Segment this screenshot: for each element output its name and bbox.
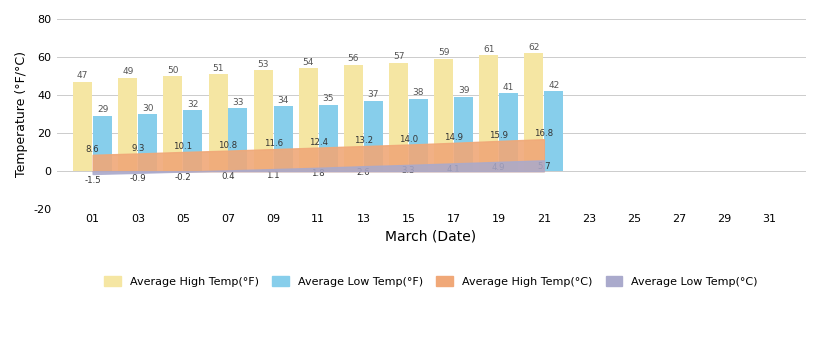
Text: 50: 50 — [167, 66, 178, 75]
Text: 57: 57 — [393, 52, 404, 61]
Bar — [274, 106, 292, 171]
Text: 49: 49 — [122, 67, 134, 76]
Text: 16.8: 16.8 — [535, 129, 554, 138]
Bar — [164, 76, 183, 171]
Text: 4.1: 4.1 — [447, 165, 461, 174]
Bar — [480, 55, 498, 171]
Bar — [434, 59, 453, 171]
Text: 30: 30 — [142, 104, 154, 113]
Text: 62: 62 — [528, 43, 540, 52]
Bar — [364, 101, 383, 171]
Bar — [499, 93, 518, 171]
Text: 32: 32 — [187, 100, 198, 109]
Legend: Average High Temp(°F), Average Low Temp(°F), Average High Temp(°C), Average Low : Average High Temp(°F), Average Low Temp(… — [100, 272, 762, 291]
Text: 1.1: 1.1 — [266, 171, 280, 180]
Bar — [73, 82, 92, 171]
Text: 3.3: 3.3 — [402, 167, 415, 176]
Bar — [139, 114, 157, 171]
Bar — [254, 70, 273, 171]
Text: 10.1: 10.1 — [173, 142, 193, 151]
Bar — [544, 91, 564, 171]
Bar — [228, 108, 247, 171]
Bar — [389, 63, 408, 171]
Bar — [319, 105, 338, 171]
Text: 33: 33 — [232, 98, 244, 107]
Text: 8.6: 8.6 — [85, 145, 100, 154]
Text: -0.9: -0.9 — [129, 174, 146, 184]
Text: 41: 41 — [503, 83, 515, 92]
Text: 10.8: 10.8 — [218, 141, 237, 150]
Text: 29: 29 — [97, 105, 108, 114]
Bar — [454, 97, 473, 171]
Bar — [93, 116, 112, 171]
Bar — [525, 53, 544, 171]
Text: 37: 37 — [368, 90, 379, 99]
Bar — [119, 78, 137, 171]
Text: 12.4: 12.4 — [309, 138, 328, 147]
Text: 51: 51 — [212, 64, 224, 73]
Text: -1.5: -1.5 — [85, 176, 101, 185]
Bar — [409, 99, 428, 171]
Text: 13.2: 13.2 — [354, 136, 373, 145]
Text: 39: 39 — [458, 87, 469, 96]
Text: 14.0: 14.0 — [399, 135, 418, 144]
Bar — [183, 110, 203, 171]
Text: 59: 59 — [438, 49, 449, 58]
Text: 4.9: 4.9 — [492, 163, 505, 172]
Text: 47: 47 — [77, 71, 89, 80]
Bar — [208, 74, 227, 171]
Text: 2.6: 2.6 — [357, 168, 370, 177]
Text: 0.4: 0.4 — [221, 172, 235, 181]
Text: 38: 38 — [413, 88, 424, 97]
Bar — [344, 65, 363, 171]
Text: 42: 42 — [548, 81, 559, 90]
Text: 56: 56 — [348, 54, 359, 63]
Bar — [299, 68, 318, 171]
Text: 34: 34 — [277, 96, 289, 105]
Text: 53: 53 — [257, 60, 269, 69]
Text: 9.3: 9.3 — [131, 143, 144, 152]
Y-axis label: Temperature (°F/°C): Temperature (°F/°C) — [15, 51, 28, 177]
Text: 35: 35 — [322, 94, 334, 103]
Text: 1.8: 1.8 — [311, 169, 325, 178]
Text: 61: 61 — [483, 45, 495, 54]
Text: 54: 54 — [303, 58, 314, 67]
Text: 5.7: 5.7 — [537, 162, 550, 171]
Text: 11.6: 11.6 — [264, 139, 283, 148]
X-axis label: March (Date): March (Date) — [385, 230, 476, 244]
Text: 15.9: 15.9 — [489, 131, 508, 140]
Text: -0.2: -0.2 — [174, 173, 191, 182]
Text: 14.9: 14.9 — [444, 133, 463, 142]
